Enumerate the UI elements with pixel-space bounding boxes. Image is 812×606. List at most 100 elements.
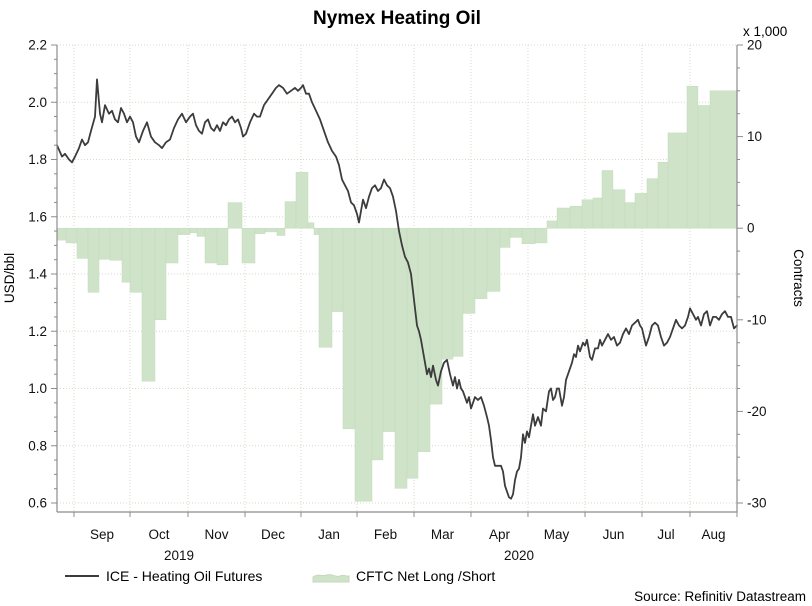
- left-axis-tick-label: 1.2: [28, 324, 47, 339]
- right-axis-title: Contracts: [791, 249, 806, 307]
- legend: ICE - Heating Oil Futures CFTC Net Long …: [65, 568, 495, 584]
- month-label: Oct: [148, 527, 169, 542]
- cftc-bar: [509, 227, 523, 238]
- month-label: Jun: [603, 527, 625, 542]
- left-axis-tick-label: 1.6: [28, 209, 47, 224]
- left-axis-tick-label: 0.8: [28, 438, 47, 453]
- month-label: Jan: [318, 527, 340, 542]
- year-label: 2019: [164, 548, 194, 563]
- cftc-bar: [76, 227, 89, 259]
- cftc-bar: [592, 197, 603, 229]
- cftc-bar: [667, 132, 688, 229]
- source-attribution: Source: Refinitiv Datastream: [634, 589, 806, 604]
- cftc-bar: [657, 161, 669, 229]
- cftc-bar: [276, 227, 286, 236]
- cftc-bar: [154, 227, 167, 321]
- cftc-bar: [382, 227, 396, 432]
- cftc-bar: [331, 227, 344, 312]
- cftc-bar: [474, 227, 488, 299]
- month-label: Dec: [261, 527, 285, 542]
- right-axis-tick-label: 0: [747, 221, 755, 236]
- cftc-bar: [313, 227, 320, 235]
- month-label: Sep: [90, 527, 114, 542]
- left-axis-title: USD/bbl: [2, 253, 17, 303]
- cftc-bar: [686, 85, 699, 229]
- cftc-bar: [534, 227, 548, 244]
- cftc-bar: [204, 227, 218, 264]
- cftc-bar: [634, 193, 648, 229]
- cftc-bar: [98, 227, 111, 260]
- cftc-bar: [612, 189, 626, 229]
- cftc-bar: [264, 227, 278, 233]
- right-axis-tick-label: -20: [747, 404, 767, 419]
- futures-price-line: [56, 78, 738, 500]
- cftc-bar: [129, 227, 143, 293]
- cftc-bar: [227, 202, 243, 229]
- left-axis-tick-label: 2.2: [28, 38, 47, 53]
- cftc-bar: [342, 227, 356, 430]
- right-axis-tick-label: 10: [747, 129, 762, 144]
- cftc-bar: [646, 178, 659, 229]
- month-label: Nov: [204, 527, 228, 542]
- cftc-bar: [56, 227, 67, 241]
- cftc-bar: [254, 227, 266, 234]
- month-label: Apr: [489, 527, 511, 542]
- cftc-bar: [394, 227, 408, 489]
- legend-area-swatch: [312, 574, 350, 583]
- cftc-bar: [462, 227, 476, 314]
- cftc-bar: [569, 205, 583, 229]
- left-axis-tick-label: 1.4: [28, 267, 47, 282]
- cftc-bar: [165, 227, 179, 264]
- cftc-bar: [177, 227, 191, 235]
- cftc-bar: [196, 227, 206, 237]
- cftc-bar: [189, 227, 198, 234]
- cftc-bar: [417, 227, 431, 452]
- right-axis-tick-label: -30: [747, 496, 767, 511]
- legend-label-futures: ICE - Heating Oil Futures: [106, 568, 262, 584]
- left-axis-tick-label: 2.0: [28, 95, 47, 110]
- cftc-bar: [441, 227, 454, 360]
- cftc-bar: [452, 227, 464, 357]
- cftc-bar: [624, 202, 636, 229]
- cftc-bar: [499, 227, 511, 248]
- month-label: Mar: [431, 527, 455, 542]
- cftc-bar: [601, 170, 614, 229]
- right-axis-tick-label: 20: [747, 38, 762, 53]
- left-axis-tick-label: 0.6: [28, 496, 47, 511]
- cftc-bar: [295, 172, 309, 229]
- legend-label-cftc: CFTC Net Long /Short: [356, 568, 495, 584]
- cftc-bar: [581, 199, 594, 229]
- month-label: Jul: [657, 527, 674, 542]
- cftc-bar: [709, 90, 738, 229]
- cftc-bar: [354, 227, 373, 502]
- year-label: 2020: [504, 548, 534, 563]
- right-axis-tick-label: -10: [747, 312, 767, 327]
- cftc-bar: [371, 227, 384, 461]
- cftc-bar: [307, 222, 315, 229]
- left-axis-tick-label: 1.8: [28, 152, 47, 167]
- axis-ticks: [51, 44, 743, 517]
- cftc-bar: [556, 207, 571, 229]
- axis-tick-labels: 2.2 2.0 1.8 1.6 1.4 1.2 1.0 0.8 0.6 20 10 0 -10 -20 -3…: [28, 38, 766, 564]
- chart-title: Nymex Heating Oil: [313, 8, 481, 29]
- left-axis-tick-label: 1.0: [28, 381, 47, 396]
- cftc-bar: [109, 227, 123, 261]
- cftc-bar: [546, 220, 558, 229]
- cftc-bar: [486, 227, 501, 292]
- futures-price-polyline: [56, 78, 738, 500]
- cftc-bar: [241, 227, 256, 264]
- right-axis-unit-label: x 1,000: [743, 24, 787, 39]
- cftc-bar: [87, 227, 100, 293]
- cftc-net-long-short-bars: [56, 85, 738, 502]
- cftc-bar: [65, 227, 78, 244]
- month-label: Aug: [701, 527, 725, 542]
- cftc-bar: [216, 227, 229, 266]
- cftc-bar: [521, 227, 536, 245]
- cftc-bar: [318, 227, 333, 348]
- month-label: May: [544, 527, 570, 542]
- cftc-bar: [284, 201, 297, 229]
- cftc-bar: [121, 227, 131, 283]
- month-label: Feb: [374, 527, 397, 542]
